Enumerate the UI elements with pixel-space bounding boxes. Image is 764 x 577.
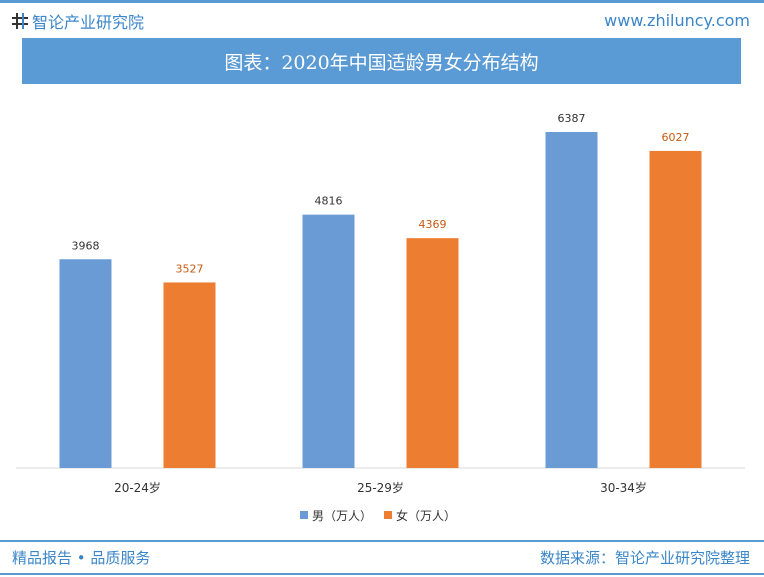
x-tick-label-3: 30-34岁 xyxy=(600,480,647,495)
legend-label-female: 女（万人） xyxy=(396,508,456,523)
footer-divider-top xyxy=(0,540,764,542)
x-tick-label-2: 25-29岁 xyxy=(357,480,404,495)
data-label-male-2: 4816 xyxy=(315,195,343,208)
footer-source: 数据来源：智论产业研究院整理 xyxy=(539,549,750,567)
legend-label-male: 男（万人） xyxy=(312,509,372,523)
legend-swatch-male xyxy=(300,511,308,519)
data-label-male-1: 3968 xyxy=(72,239,100,252)
brand-logo: 智论产业研究院 xyxy=(10,10,144,32)
bar-chart: 3968 3527 20-24岁 4816 4369 25-29岁 6387 6027 30-3… xyxy=(16,112,745,523)
site-url[interactable]: www.zhiluncy.com xyxy=(604,11,750,30)
data-label-male-3: 6387 xyxy=(558,112,586,125)
x-tick-label-1: 20-24岁 xyxy=(114,480,161,495)
footer-slogan: 精品报告 • 品质服务 xyxy=(12,549,151,567)
footer-divider-bottom xyxy=(0,573,764,575)
brand-name: 智论产业研究院 xyxy=(32,13,145,32)
bar-female-1 xyxy=(163,282,216,468)
chart-title-banner: 图表：2020年中国适龄男女分布结构 xyxy=(22,38,741,84)
legend-swatch-female xyxy=(384,511,392,519)
bar-female-2 xyxy=(406,238,459,468)
bar-female-3 xyxy=(649,150,702,468)
chart-title: 图表：2020年中国适龄男女分布结构 xyxy=(224,51,539,74)
bar-male-2 xyxy=(302,214,355,468)
top-border xyxy=(0,0,764,3)
data-label-female-2: 4369 xyxy=(419,218,447,231)
brand-grid-icon xyxy=(12,13,28,29)
data-label-female-3: 6027 xyxy=(662,131,690,144)
bar-male-1 xyxy=(59,259,112,468)
bar-male-3 xyxy=(545,132,598,468)
data-label-female-1: 3527 xyxy=(176,262,204,275)
